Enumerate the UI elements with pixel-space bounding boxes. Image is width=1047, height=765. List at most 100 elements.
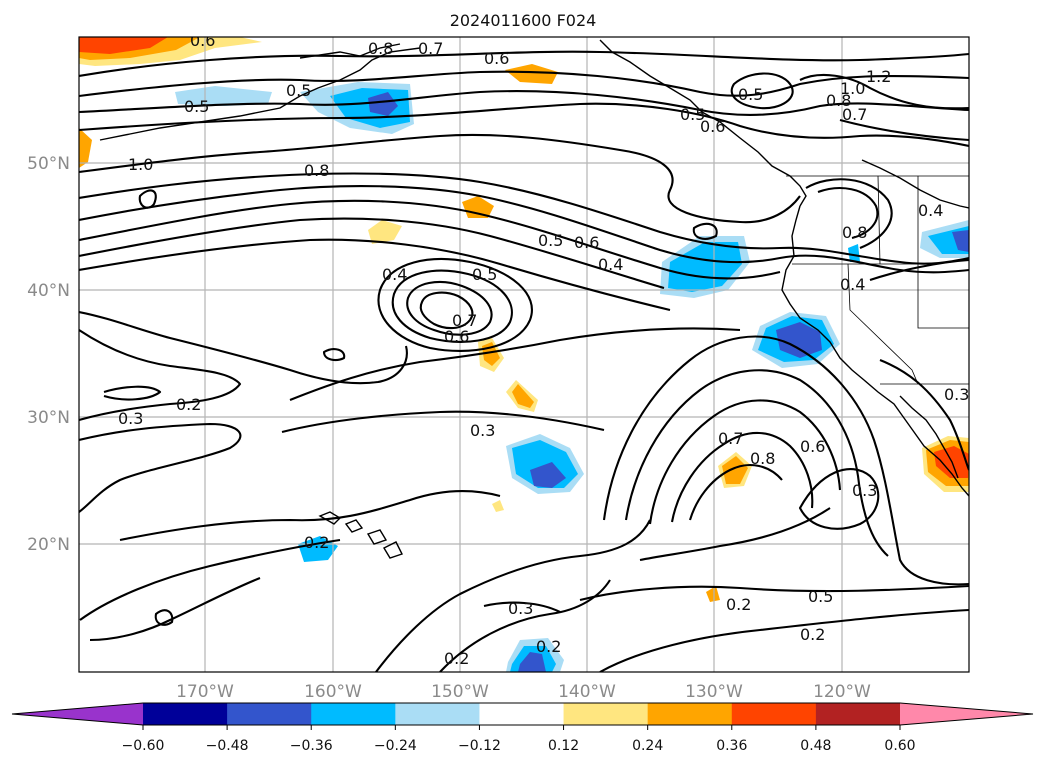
anomaly-positive-region (79, 37, 168, 54)
contour-line (805, 178, 893, 249)
contour-line (799, 73, 969, 110)
contour-line (79, 133, 801, 224)
contour-label: 0.6 (444, 327, 469, 346)
contour-line (79, 238, 671, 312)
lat-label: 30°N (27, 408, 70, 428)
contour-line (692, 222, 718, 240)
contour-line (639, 507, 831, 562)
contour-label: 1.0 (840, 79, 865, 98)
contour-line (879, 359, 969, 471)
contour-line (79, 329, 242, 422)
contour-line (377, 258, 533, 352)
lon-label: 170°W (176, 682, 234, 702)
contour-label: 0.7 (842, 105, 867, 124)
colorbar-tick-label: −0.24 (374, 738, 417, 754)
contour-line (483, 601, 561, 613)
anomaly-positive-region (505, 64, 558, 84)
contour-line (730, 72, 794, 110)
contour-label: 0.2 (444, 649, 469, 668)
contour-line (375, 519, 651, 672)
contour-label: 0.7 (418, 39, 443, 58)
anomaly-negative-region (530, 462, 566, 488)
contour-label: 0.2 (726, 595, 751, 614)
colorbar-segment (479, 703, 565, 725)
contour-line (79, 185, 969, 274)
contour-line (289, 327, 741, 401)
contour-line (670, 431, 814, 523)
contour-lines (79, 50, 969, 672)
contour-label: 0.8 (750, 449, 775, 468)
lon-label: 150°W (431, 682, 489, 702)
anomaly-negative-region (776, 322, 822, 358)
colorbar-ticks: −0.60 −0.48 −0.36 −0.24 −0.12 0.12 0.24 0.36 0.4… (122, 725, 916, 754)
lon-label: 130°W (685, 682, 743, 702)
contour-label: 0.4 (918, 201, 943, 220)
contour-line (79, 310, 408, 385)
contour-line (119, 490, 501, 542)
contour-label: 0.2 (800, 625, 825, 644)
contour-label: 0.2 (176, 395, 201, 414)
contour-label: 0.6 (700, 117, 725, 136)
latitude-labels: 50°N 40°N 30°N 20°N (27, 154, 70, 555)
contour-line (579, 584, 969, 602)
contour-line (79, 538, 341, 621)
contour-line (391, 269, 513, 343)
contour-line (688, 464, 783, 521)
contour-label: 0.8 (304, 161, 329, 180)
anomaly-positive-region (492, 500, 504, 512)
anomaly-positive-region (512, 384, 534, 408)
contour-line (281, 410, 605, 434)
contour-label: 0.2 (304, 533, 329, 552)
lat-label: 20°N (27, 535, 70, 555)
contour-label: 0.5 (738, 85, 763, 104)
colorbar-segment (227, 703, 312, 725)
colorbar-segment (311, 703, 396, 725)
colorbar-segment (731, 703, 817, 725)
contour-line (798, 468, 880, 530)
state-borders (786, 175, 969, 385)
colorbar-tick-label: 0.60 (884, 738, 915, 754)
contour-label: 0.3 (470, 421, 495, 440)
lon-label: 120°W (813, 682, 871, 702)
contour-label: 0.7 (718, 429, 743, 448)
longitude-labels: 170°W 160°W 150°W 140°W 130°W 120°W (176, 682, 871, 702)
coastlines (99, 39, 969, 559)
contour-line (624, 369, 889, 557)
map-frame (78, 36, 970, 673)
contour-line (406, 280, 493, 336)
colorbar-segment (395, 703, 480, 725)
contour-label: 0.6 (484, 49, 509, 68)
contour-label: 0.4 (382, 265, 407, 284)
contour-line (839, 118, 969, 142)
contour-label: 0.5 (538, 231, 563, 250)
colorbar-tick-label: −0.60 (122, 738, 165, 754)
colorbar-segment (647, 703, 733, 725)
colorbar-segment (563, 703, 649, 725)
lat-label: 50°N (27, 154, 70, 174)
anomaly-negative-region (368, 92, 398, 116)
contour-line (602, 335, 969, 586)
contour-label: 0.3 (118, 409, 143, 428)
contour-line (79, 422, 242, 513)
lat-label: 40°N (27, 281, 70, 301)
contour-label: 0.5 (286, 81, 311, 100)
contour-label: 0.2 (536, 637, 561, 656)
contour-label: 0.6 (190, 31, 215, 50)
contour-label: 0.5 (184, 97, 209, 116)
contour-line (79, 90, 969, 116)
anomaly-negative-region (848, 244, 860, 262)
contour-label: 0.3 (944, 385, 969, 404)
anomaly-positive-region (79, 128, 92, 168)
contour-label: 0.6 (800, 437, 825, 456)
contour-label: 0.8 (826, 91, 851, 110)
colorbar-tick-label: −0.12 (458, 738, 501, 754)
contour-line (869, 258, 969, 281)
colorbar-segment (815, 703, 901, 725)
anomaly-negative-region (952, 230, 969, 252)
contour-label: 0.6 (574, 233, 599, 252)
contour-line (79, 50, 969, 78)
contour-line (419, 291, 474, 330)
contour-line (79, 70, 969, 98)
contour-line (322, 348, 346, 362)
